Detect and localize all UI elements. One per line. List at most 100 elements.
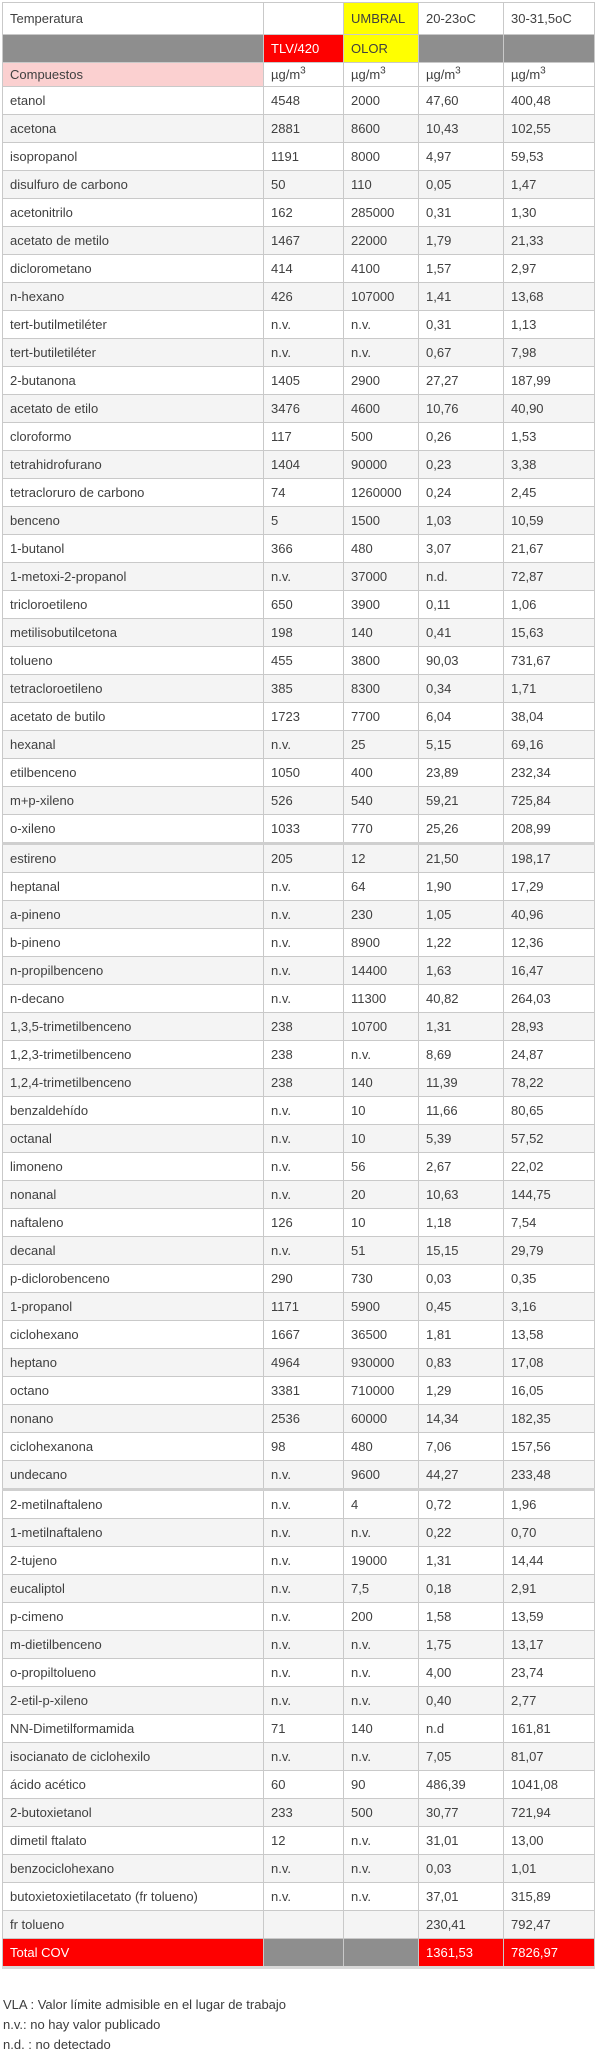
value-cell: 11300 bbox=[343, 984, 419, 1013]
compound-name: nonano bbox=[2, 1404, 264, 1433]
umbral-label: UMBRAL bbox=[343, 2, 419, 35]
table-row: disulfuro de carbono 50 110 0,05 1,47 bbox=[2, 170, 595, 199]
compound-name: p-cimeno bbox=[2, 1602, 264, 1631]
table-row: 1-butanol 366 480 3,07 21,67 bbox=[2, 534, 595, 563]
compound-name: o-propiltolueno bbox=[2, 1658, 264, 1687]
compound-name: 1,2,4-trimetilbenceno bbox=[2, 1068, 264, 1097]
value-cell: n.v. bbox=[343, 1658, 419, 1687]
value-cell: 0,05 bbox=[418, 170, 504, 199]
value-cell: 1,79 bbox=[418, 226, 504, 255]
value-cell: 10,63 bbox=[418, 1180, 504, 1209]
value-cell: 3,16 bbox=[503, 1292, 595, 1321]
table-row: tert-butilmetiléter n.v. n.v. 0,31 1,13 bbox=[2, 310, 595, 339]
value-cell: 22000 bbox=[343, 226, 419, 255]
value-cell: n.v. bbox=[263, 984, 344, 1013]
value-cell: 78,22 bbox=[503, 1068, 595, 1097]
table-row: acetato de metilo 1467 22000 1,79 21,33 bbox=[2, 226, 595, 255]
total-cov-row: Total COV 1361,53 7826,97 bbox=[2, 1938, 595, 1968]
gray-spacer-cell bbox=[2, 34, 264, 63]
value-cell: 1,81 bbox=[418, 1320, 504, 1349]
value-cell: n.v. bbox=[263, 1630, 344, 1659]
value-cell: 5,15 bbox=[418, 730, 504, 759]
value-cell: 400 bbox=[343, 758, 419, 787]
value-cell: 98 bbox=[263, 1432, 344, 1461]
value-cell: 366 bbox=[263, 534, 344, 563]
value-cell: 1500 bbox=[343, 506, 419, 535]
table-row: o-propiltolueno n.v. n.v. 4,00 23,74 bbox=[2, 1658, 595, 1687]
value-cell: 25 bbox=[343, 730, 419, 759]
compound-name: acetato de metilo bbox=[2, 226, 264, 255]
value-cell: 4 bbox=[343, 1488, 419, 1519]
compound-name: p-diclorobenceno bbox=[2, 1264, 264, 1293]
value-cell: 1041,08 bbox=[503, 1770, 595, 1799]
compound-name: 2-butanona bbox=[2, 366, 264, 395]
value-cell: 19000 bbox=[343, 1546, 419, 1575]
compound-name: acetona bbox=[2, 114, 264, 143]
value-cell: n.v. bbox=[263, 1096, 344, 1125]
value-cell: 17,29 bbox=[503, 872, 595, 901]
compound-name: 2-metilnaftaleno bbox=[2, 1488, 264, 1519]
value-cell: n.v. bbox=[343, 1742, 419, 1771]
value-cell: 36500 bbox=[343, 1320, 419, 1349]
compound-name: fr tolueno bbox=[2, 1910, 264, 1939]
table-row: p-diclorobenceno 290 730 0,03 0,35 bbox=[2, 1264, 595, 1293]
table-row: acetona 2881 8600 10,43 102,55 bbox=[2, 114, 595, 143]
value-cell: 2900 bbox=[343, 366, 419, 395]
table-row: n-decano n.v. 11300 40,82 264,03 bbox=[2, 984, 595, 1013]
header-row-units: Compuestos µg/m3 µg/m3 µg/m3 µg/m3 bbox=[2, 62, 595, 87]
value-cell: 315,89 bbox=[503, 1882, 595, 1911]
table-row: p-cimeno n.v. 200 1,58 13,59 bbox=[2, 1602, 595, 1631]
compound-name: m+p-xileno bbox=[2, 786, 264, 815]
compound-name: undecano bbox=[2, 1460, 264, 1490]
value-cell: 1667 bbox=[263, 1320, 344, 1349]
value-cell: 110 bbox=[343, 170, 419, 199]
value-cell: 0,11 bbox=[418, 590, 504, 619]
value-cell: 3381 bbox=[263, 1376, 344, 1405]
value-cell: 1033 bbox=[263, 814, 344, 844]
value-cell: 7,54 bbox=[503, 1208, 595, 1237]
value-cell: n.v. bbox=[263, 338, 344, 367]
value-cell: 16,47 bbox=[503, 956, 595, 985]
value-cell: 1171 bbox=[263, 1292, 344, 1321]
value-cell: 0,24 bbox=[418, 478, 504, 507]
value-cell: 385 bbox=[263, 674, 344, 703]
value-cell: 11,66 bbox=[418, 1096, 504, 1125]
value-cell: 4548 bbox=[263, 86, 344, 115]
value-cell: 0,03 bbox=[418, 1854, 504, 1883]
value-cell: 540 bbox=[343, 786, 419, 815]
value-cell: 74 bbox=[263, 478, 344, 507]
total-cov-label: Total COV bbox=[2, 1938, 264, 1968]
value-cell: 6,04 bbox=[418, 702, 504, 731]
value-cell: 1,41 bbox=[418, 282, 504, 311]
value-cell: 144,75 bbox=[503, 1180, 595, 1209]
value-cell: 14,34 bbox=[418, 1404, 504, 1433]
table-row: n-hexano 426 107000 1,41 13,68 bbox=[2, 282, 595, 311]
value-cell: 10,76 bbox=[418, 394, 504, 423]
temp-low-label: 20-23oC bbox=[418, 2, 504, 35]
value-cell: n.v. bbox=[343, 1040, 419, 1069]
value-cell: 426 bbox=[263, 282, 344, 311]
value-cell: 24,87 bbox=[503, 1040, 595, 1069]
value-cell: 27,27 bbox=[418, 366, 504, 395]
value-cell: 4600 bbox=[343, 394, 419, 423]
compound-name: tetrahidrofurano bbox=[2, 450, 264, 479]
value-cell bbox=[263, 1910, 344, 1939]
table-row: NN-Dimetilformamida 71 140 n.d 161,81 bbox=[2, 1714, 595, 1743]
table-row: a-pineno n.v. 230 1,05 40,96 bbox=[2, 900, 595, 929]
value-cell: 8,69 bbox=[418, 1040, 504, 1069]
value-cell: 21,67 bbox=[503, 534, 595, 563]
value-cell: 3900 bbox=[343, 590, 419, 619]
gray-spacer-cell bbox=[418, 34, 504, 63]
unit-base: µg/m bbox=[351, 67, 381, 82]
value-cell: 500 bbox=[343, 1798, 419, 1827]
value-cell: 238 bbox=[263, 1068, 344, 1097]
value-cell: 10 bbox=[343, 1096, 419, 1125]
value-cell: 264,03 bbox=[503, 984, 595, 1013]
value-cell: 90000 bbox=[343, 450, 419, 479]
value-cell: 57,52 bbox=[503, 1124, 595, 1153]
compound-name: n-propilbenceno bbox=[2, 956, 264, 985]
value-cell: n.d. bbox=[418, 562, 504, 591]
value-cell: n.v. bbox=[343, 1630, 419, 1659]
table-row: tolueno 455 3800 90,03 731,67 bbox=[2, 646, 595, 675]
unit-sup: 3 bbox=[455, 65, 461, 77]
